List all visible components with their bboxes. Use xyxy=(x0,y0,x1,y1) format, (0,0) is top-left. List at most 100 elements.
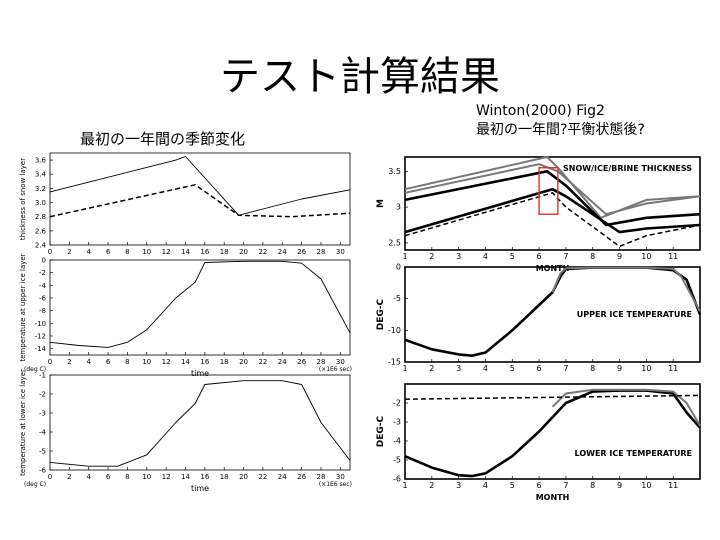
right-caption-line1: Winton(2000) Fig2 xyxy=(476,103,605,119)
x-tick-label: 2 xyxy=(67,248,71,256)
chart-2-x-unit: (×1E6 sec) xyxy=(319,481,352,488)
y-tick-label: -4 xyxy=(39,282,47,290)
x-tick-label: 20 xyxy=(239,473,248,481)
x-tick-label: 16 xyxy=(200,473,209,481)
chart-1-xlabel: time xyxy=(191,369,209,378)
x-tick-label: 9 xyxy=(617,364,622,373)
x-tick-label: 12 xyxy=(162,248,171,256)
x-tick-label: 8 xyxy=(590,252,595,261)
x-tick-label: 6 xyxy=(537,252,542,261)
y-tick-label: -6 xyxy=(393,475,401,484)
chart-1-x-unit: (×1E6 sec) xyxy=(319,366,352,373)
chart-3-annotation: SNOW/ICE/BRINE THICKNESS xyxy=(563,164,692,173)
x-tick-label: 0 xyxy=(48,248,52,256)
y-tick-label: 2.8 xyxy=(35,213,46,221)
y-tick-label: -8 xyxy=(39,307,46,315)
y-tick-label: -2 xyxy=(39,391,46,399)
x-tick-label: 2 xyxy=(429,364,434,373)
x-tick-label: 14 xyxy=(181,358,190,366)
chart-4-annotation: UPPER ICE TEMPERATURE xyxy=(577,310,692,319)
x-tick-label: 8 xyxy=(125,473,129,481)
y-tick-label: 3.2 xyxy=(35,185,46,193)
x-tick-label: 30 xyxy=(336,358,345,366)
chart-2-series-0 xyxy=(49,380,351,467)
x-tick-label: 9 xyxy=(617,252,622,261)
x-tick-label: 1 xyxy=(402,364,407,373)
x-tick-label: 2 xyxy=(67,473,71,481)
chart-3-frame xyxy=(404,156,701,251)
slide-title: テスト計算結果 xyxy=(220,54,500,100)
y-tick-label: -3 xyxy=(39,410,46,418)
y-tick-label: -15 xyxy=(388,358,401,367)
x-tick-label: 28 xyxy=(317,358,326,366)
y-tick-label: -2 xyxy=(393,399,401,408)
x-tick-label: 2 xyxy=(429,481,434,490)
y-tick-label: -6 xyxy=(39,467,47,475)
x-tick-label: 11 xyxy=(668,364,678,373)
x-tick-label: 9 xyxy=(617,481,622,490)
x-tick-label: 26 xyxy=(297,358,306,366)
x-tick-label: 5 xyxy=(510,364,515,373)
chart-2-xlabel: time xyxy=(191,484,209,493)
x-tick-label: 11 xyxy=(668,481,678,490)
x-tick-label: 6 xyxy=(106,473,111,481)
chart-5-ylabel: DEG-C xyxy=(376,415,386,447)
y-tick-label: -4 xyxy=(393,437,401,446)
x-tick-label: 8 xyxy=(125,248,129,256)
x-tick-label: 2 xyxy=(67,358,71,366)
x-tick-label: 6 xyxy=(106,358,111,366)
x-tick-label: 7 xyxy=(563,481,568,490)
chart-2-ylabel: temperature at lower ice layer xyxy=(19,369,27,476)
x-tick-label: 24 xyxy=(278,358,287,366)
x-tick-label: 5 xyxy=(510,252,515,261)
x-tick-label: 30 xyxy=(336,248,345,256)
x-tick-label: 3 xyxy=(456,252,461,261)
y-tick-label: -1 xyxy=(39,372,46,380)
chart-3-series-0 xyxy=(404,163,701,216)
chart-1-frame xyxy=(49,259,351,356)
chart-4-series-1 xyxy=(551,266,701,312)
x-tick-label: 10 xyxy=(641,252,651,261)
y-tick-label: -5 xyxy=(39,448,46,456)
x-tick-label: 5 xyxy=(510,481,515,490)
x-tick-label: 18 xyxy=(220,473,229,481)
chart-3-xlabel: MONTH xyxy=(536,264,570,273)
x-tick-label: 6 xyxy=(106,248,111,256)
chart-3-series-1 xyxy=(404,156,701,219)
x-tick-label: 4 xyxy=(483,364,488,373)
chart-5-annotation: LOWER ICE TEMPERATURE xyxy=(575,449,692,458)
x-tick-label: 3 xyxy=(456,364,461,373)
x-tick-label: 11 xyxy=(668,252,678,261)
x-tick-label: 4 xyxy=(86,248,91,256)
x-tick-label: 26 xyxy=(297,473,306,481)
x-tick-label: 10 xyxy=(142,473,151,481)
x-tick-label: 16 xyxy=(200,358,209,366)
x-tick-label: 20 xyxy=(239,358,248,366)
x-tick-label: 16 xyxy=(200,248,209,256)
x-tick-label: 4 xyxy=(86,473,91,481)
chart-1-series-0 xyxy=(49,260,351,348)
x-tick-label: 7 xyxy=(563,252,568,261)
x-tick-label: 14 xyxy=(181,473,190,481)
right-caption: Winton(2000) Fig2 最初の一年間?平衡状態後? xyxy=(476,102,645,140)
x-tick-label: 4 xyxy=(483,252,488,261)
chart-1-ylabel: temperature at upper ice layer xyxy=(19,253,27,361)
y-tick-label: 2.5 xyxy=(388,238,401,247)
y-tick-label: 3.0 xyxy=(35,199,46,207)
chart-0-ylabel: thickness of snow layer xyxy=(19,158,27,240)
y-tick-label: 3.6 xyxy=(35,157,47,165)
x-tick-label: 7 xyxy=(563,364,568,373)
x-tick-label: 22 xyxy=(258,248,267,256)
chart-3-series-2 xyxy=(404,170,701,227)
y-tick-label: -3 xyxy=(393,418,401,427)
x-tick-label: 0 xyxy=(48,473,52,481)
x-tick-label: 26 xyxy=(297,248,306,256)
y-tick-label: -10 xyxy=(35,320,46,328)
y-tick-label: 2.6 xyxy=(35,227,47,235)
y-tick-label: 3 xyxy=(396,203,401,212)
chart-1-y-unit: (deg C) xyxy=(24,366,46,373)
x-tick-label: 8 xyxy=(590,364,595,373)
y-tick-label: -6 xyxy=(39,295,47,303)
x-tick-label: 8 xyxy=(125,358,129,366)
